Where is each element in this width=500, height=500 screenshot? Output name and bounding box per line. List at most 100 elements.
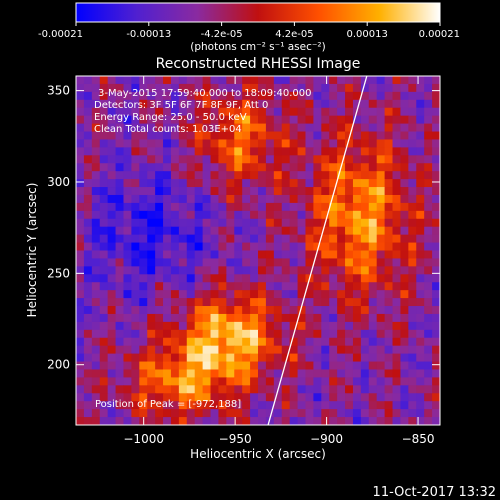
heatmap-cell <box>99 393 109 402</box>
heatmap-cell <box>424 226 433 236</box>
heatmap-cell <box>242 202 251 212</box>
heatmap-cell <box>194 377 204 386</box>
heatmap-cell <box>163 329 172 339</box>
heatmap-cell <box>139 385 148 394</box>
heatmap-cell <box>265 179 275 188</box>
heatmap-cell <box>360 115 370 125</box>
heatmap-cell <box>313 83 322 93</box>
heatmap-cell <box>170 179 180 188</box>
heatmap-cell <box>337 266 346 275</box>
heatmap-cell <box>76 393 85 402</box>
heatmap-cell <box>305 313 314 323</box>
heatmap-cell <box>99 242 109 252</box>
heatmap-cell <box>91 282 101 291</box>
heatmap-cell <box>384 321 394 331</box>
heatmap-cell <box>115 163 125 172</box>
heatmap-cell <box>147 131 156 141</box>
heatmap-cell <box>202 210 212 220</box>
heatmap-cell <box>400 115 409 125</box>
heatmap-cell <box>210 306 220 315</box>
heatmap-cell <box>234 401 243 410</box>
heatmap-cell <box>281 361 291 371</box>
heatmap-cell <box>265 91 275 101</box>
heatmap-cell <box>115 298 125 307</box>
heatmap-cell <box>313 417 322 425</box>
heatmap-cell <box>91 377 101 386</box>
heatmap-cell <box>186 329 196 339</box>
heatmap-cell <box>91 242 101 252</box>
heatmap-cell <box>170 115 180 125</box>
heatmap-cell <box>432 274 440 283</box>
heatmap-cell <box>384 139 394 148</box>
heatmap-cell <box>360 274 370 283</box>
heatmap-cell <box>250 123 259 133</box>
heatmap-cell <box>337 115 346 125</box>
heatmap-cell <box>234 417 243 425</box>
heatmap-cell <box>368 91 378 101</box>
heatmap-cell <box>226 115 235 125</box>
heatmap-cell <box>131 313 140 323</box>
heatmap-cell <box>250 306 259 315</box>
heatmap-cell <box>218 99 227 109</box>
heatmap-cell <box>281 282 291 291</box>
heatmap-cell <box>337 313 346 323</box>
heatmap-cell <box>416 147 425 156</box>
heatmap-cell <box>337 274 346 283</box>
heatmap-cell <box>258 258 267 267</box>
heatmap-cell <box>329 329 338 339</box>
heatmap-cell <box>194 258 204 267</box>
heatmap-cell <box>360 147 370 156</box>
heatmap-cell <box>147 282 156 291</box>
heatmap-cell <box>186 139 196 148</box>
heatmap-cell <box>376 187 386 196</box>
heatmap-cell <box>83 345 93 355</box>
heatmap-cell <box>289 361 299 371</box>
heatmap-cell <box>76 258 85 267</box>
heatmap-cell <box>99 417 109 425</box>
heatmap-cell <box>226 242 235 252</box>
heatmap-cell <box>194 250 204 260</box>
heatmap-cell <box>242 313 251 323</box>
heatmap-cell <box>368 313 378 323</box>
heatmap-cell <box>352 250 362 260</box>
heatmap-cell <box>297 76 307 85</box>
heatmap-cell <box>345 409 354 418</box>
heatmap-cell <box>242 385 251 394</box>
heatmap-cell <box>400 282 409 291</box>
heatmap-cell <box>313 234 322 244</box>
heatmap-cell <box>424 377 433 386</box>
heatmap-cell <box>194 218 204 228</box>
heatmap-cell <box>392 282 402 291</box>
heatmap-cell <box>210 290 220 299</box>
heatmap-cell <box>139 187 148 196</box>
heatmap-cell <box>376 179 386 188</box>
heatmap-cell <box>163 91 172 101</box>
heatmap-cell <box>242 76 251 85</box>
heatmap-cell <box>186 377 196 386</box>
heatmap-cell <box>297 187 307 196</box>
heatmap-cell <box>424 313 433 323</box>
heatmap-cell <box>147 147 156 156</box>
heatmap-cell <box>178 290 188 299</box>
heatmap-cell <box>218 210 227 220</box>
heatmap-cell <box>194 202 204 212</box>
heatmap-cell <box>368 298 378 307</box>
heatmap-cell <box>368 306 378 315</box>
heatmap-cell <box>250 274 259 283</box>
heatmap-cell <box>131 282 140 291</box>
heatmap-cell <box>194 409 204 418</box>
peak-position-label: Position of Peak = [-972,188] <box>95 399 241 410</box>
heatmap-cell <box>107 131 117 141</box>
heatmap-cell <box>186 258 196 267</box>
heatmap-cell <box>265 131 275 141</box>
heatmap-cell <box>376 266 386 275</box>
heatmap-cell <box>352 321 362 331</box>
heatmap-cell <box>329 306 338 315</box>
heatmap-cell <box>163 99 172 109</box>
heatmap-cell <box>107 298 117 307</box>
heatmap-cell <box>416 417 425 425</box>
heatmap-cell <box>305 329 314 339</box>
heatmap-cell <box>368 401 378 410</box>
heatmap-cell <box>170 107 180 117</box>
heatmap-cell <box>297 155 307 164</box>
